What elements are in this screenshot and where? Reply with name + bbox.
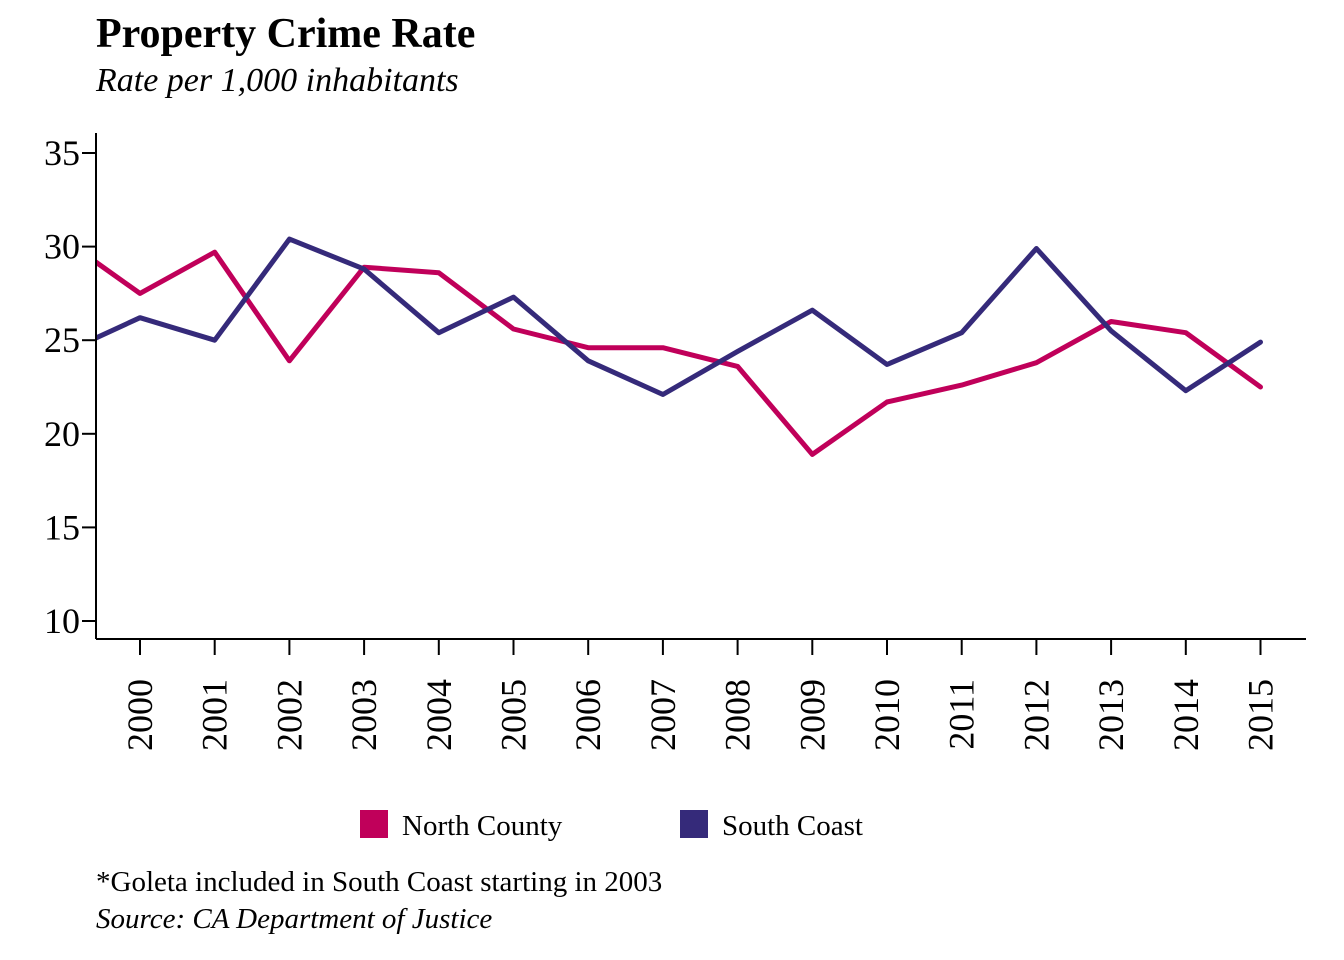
chart-legend: North County South Coast: [360, 810, 863, 842]
legend-swatch: [360, 810, 388, 838]
x-tick-label: 2009: [792, 679, 832, 751]
legend-label: North County: [402, 810, 563, 842]
chart-lines: [97, 236, 1263, 457]
chart-axes: 10 15 20 25 30 35 2000 2001 2002 2003 2004 2005 2006…: [44, 133, 1306, 751]
y-tick-label: 10: [44, 601, 80, 641]
chart-title: Property Crime Rate: [96, 11, 476, 57]
x-tick-label: 2006: [568, 679, 608, 751]
series-line-north-county: [97, 249, 1263, 457]
source-note: Source: CA Department of Justice: [96, 903, 493, 935]
x-tick-label: 2011: [942, 679, 982, 750]
x-tick-label: 2008: [718, 679, 758, 751]
x-tick-label: 2003: [344, 679, 384, 751]
chart-subtitle: Rate per 1,000 inhabitants: [96, 62, 459, 99]
x-tick-label: 2004: [419, 679, 459, 751]
legend-swatch: [680, 810, 708, 838]
x-tick-label: 2001: [195, 679, 235, 751]
x-tick-label: 2014: [1166, 679, 1206, 751]
x-tick-label: 2000: [120, 679, 160, 751]
series-line-south-coast: [97, 236, 1263, 397]
y-tick-label: 30: [44, 227, 80, 267]
legend-label: South Coast: [722, 810, 863, 842]
y-tick-label: 35: [44, 133, 80, 173]
y-tick-label: 25: [44, 320, 80, 360]
footnote: *Goleta included in South Coast starting…: [96, 866, 663, 898]
x-tick-label: 2010: [867, 679, 907, 751]
y-tick-label: 15: [44, 507, 80, 547]
x-tick-label: 2012: [1016, 679, 1056, 751]
x-tick-label: 2015: [1241, 679, 1281, 751]
x-tick-label: 2013: [1091, 679, 1131, 751]
x-tick-label: 2005: [494, 679, 534, 751]
y-tick-label: 20: [44, 414, 80, 454]
x-tick-label: 2007: [643, 679, 683, 751]
x-tick-label: 2002: [269, 679, 309, 751]
